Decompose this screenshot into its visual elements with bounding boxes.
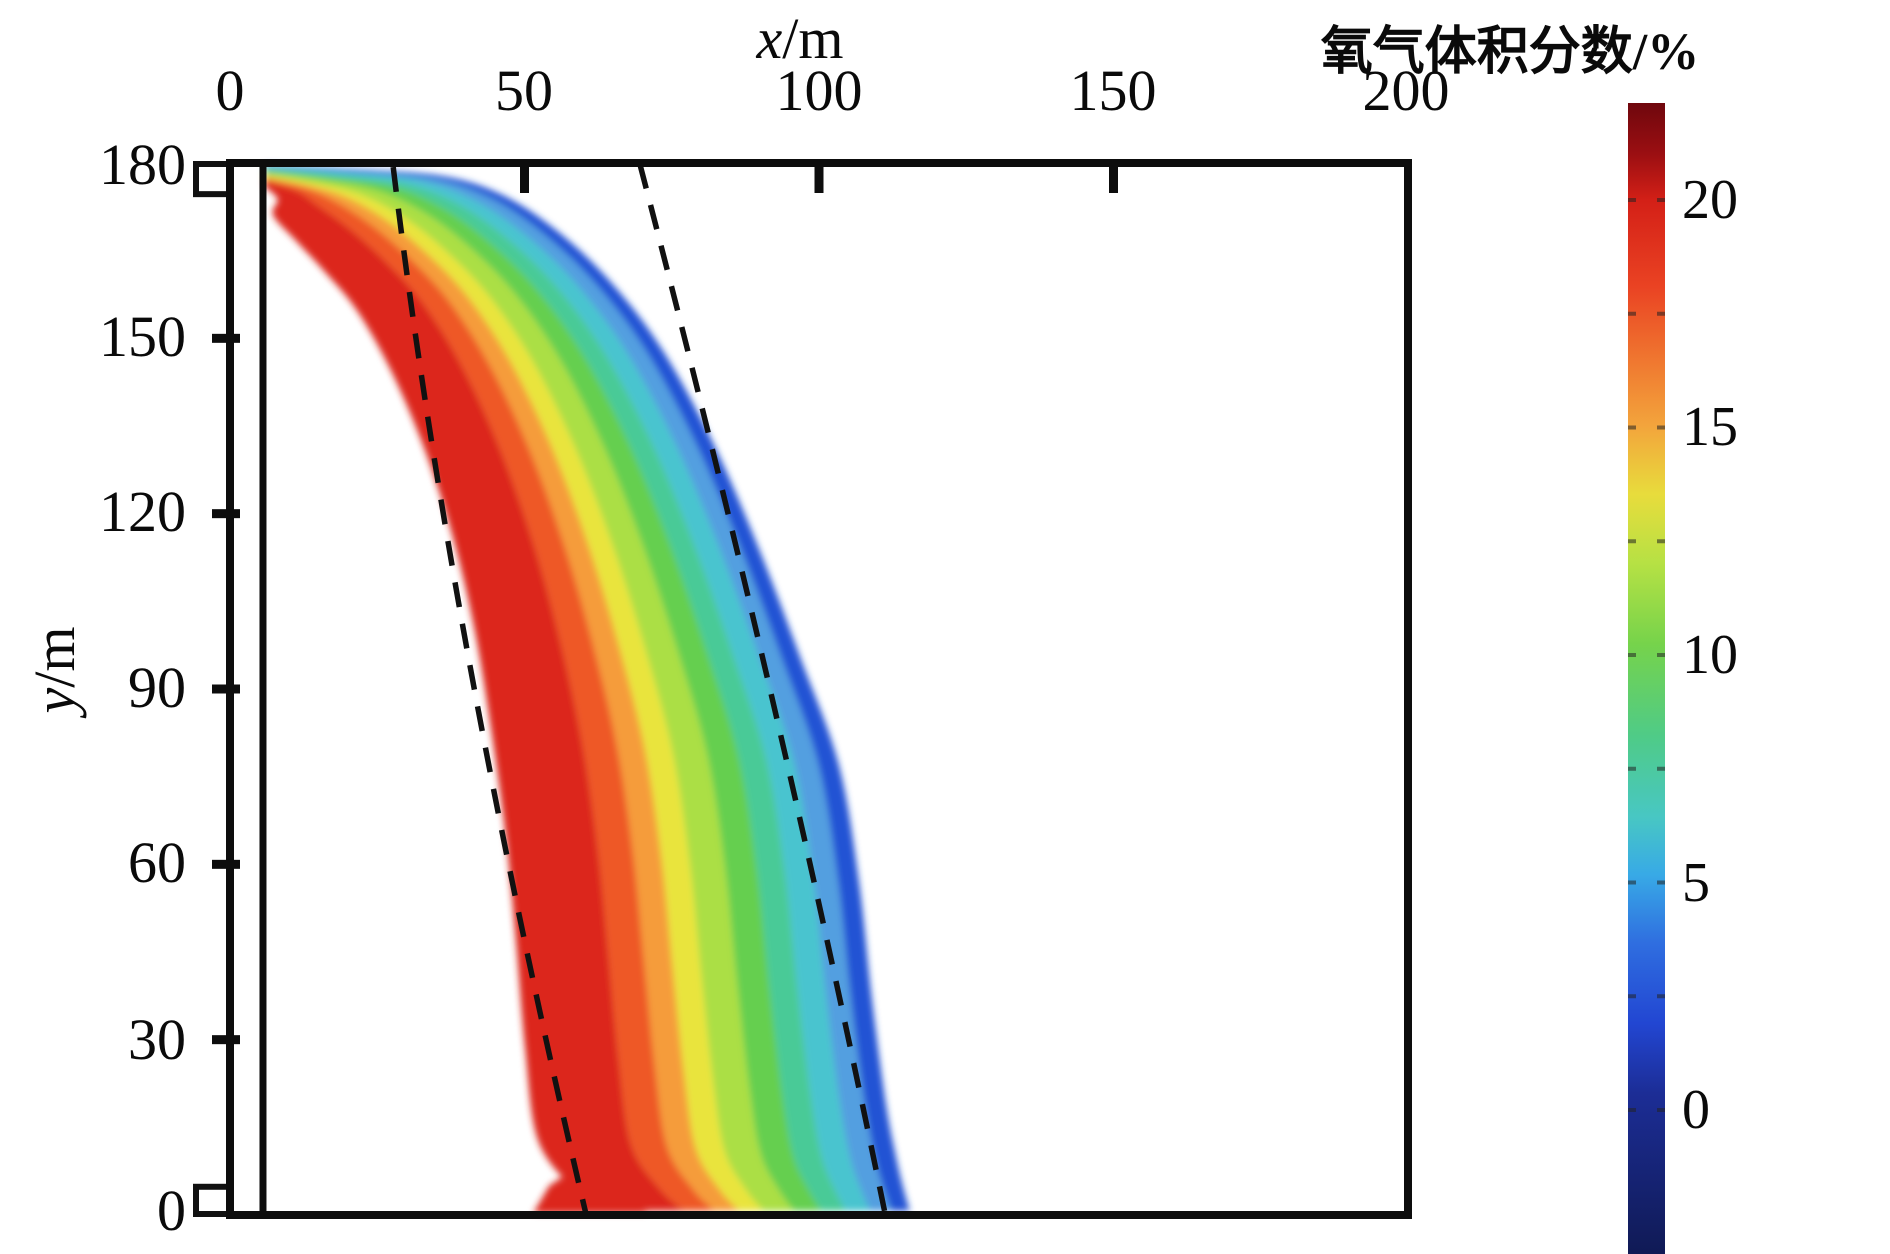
x-tick-label-150: 150 <box>1069 58 1157 123</box>
y-tick-label-120: 120 <box>99 479 186 544</box>
oxygen-band-contours <box>264 164 910 1214</box>
colorbar-tick-right <box>1657 880 1665 885</box>
colorbar-tick-right <box>1657 198 1665 202</box>
y-tick-label-0: 0 <box>157 1178 186 1243</box>
colorbar-tick-right <box>1657 766 1665 771</box>
x-tick-label-200: 200 <box>1362 58 1450 123</box>
colorbar-tick-right <box>1657 1108 1665 1112</box>
colorbar-tick-left <box>1628 539 1636 544</box>
y-tick-label-180: 180 <box>99 132 186 197</box>
colorbar-tick-left <box>1628 198 1636 202</box>
colorbar-tick-label-10: 10 <box>1682 624 1738 686</box>
colorbar-tick-label-0: 0 <box>1682 1079 1710 1141</box>
colorbar-tick-left <box>1628 766 1636 771</box>
colorbar-tick-left <box>1628 880 1636 885</box>
band-layer-18pct <box>264 178 715 1211</box>
colorbar-tick-left <box>1628 311 1636 316</box>
colorbar-tick-left <box>1628 425 1636 430</box>
colorbar-tick-left <box>1628 653 1636 657</box>
colorbar-title: 氧气体积分数/% <box>1320 24 1700 81</box>
colorbar-tick-right <box>1657 653 1665 657</box>
x-tick-label-0: 0 <box>215 58 245 123</box>
inlet-notch-1 <box>193 1183 233 1218</box>
colorbar-tick-left <box>1628 994 1636 999</box>
y-tick-150 <box>212 333 240 343</box>
y-tick-30 <box>212 1035 240 1045</box>
colorbar-tick-label-15: 15 <box>1682 396 1738 458</box>
band-layer-14pct <box>264 175 764 1211</box>
x-axis-title-variable: x <box>756 6 783 71</box>
band-red-bottom-tongue <box>533 1168 649 1214</box>
x-tick-150 <box>1109 167 1118 193</box>
x-axis-title: x/m <box>700 6 900 72</box>
dashed-inner-zone-boundary <box>390 166 589 1214</box>
y-tick-label-150: 150 <box>99 304 186 369</box>
band-layer-16pct <box>264 176 740 1211</box>
y-tick-120 <box>212 509 240 519</box>
zone-boundary-dashed-lines <box>390 163 888 1214</box>
colorbar-tick-right <box>1657 425 1665 430</box>
colorbar-tick-label-5: 5 <box>1682 852 1710 914</box>
x-tick-100 <box>814 167 824 193</box>
y-tick-label-30: 30 <box>128 1007 186 1072</box>
colorbar-bar <box>1628 103 1665 1254</box>
band-layer-6pct <box>264 167 871 1211</box>
plot-frame-and-ticks <box>212 159 1412 1219</box>
colorbar-tick-right <box>1657 539 1665 544</box>
y-tick-label-90: 90 <box>128 655 186 720</box>
x-tick-label-50: 50 <box>495 58 553 123</box>
colorbar-tick-left <box>1628 1108 1636 1112</box>
colorbar-tick-right <box>1657 311 1665 316</box>
x-tick-50 <box>520 167 529 193</box>
dashed-outer-zone-boundary <box>637 163 888 1214</box>
y-tick-90 <box>212 684 240 694</box>
colorbar-tick-right <box>1657 994 1665 999</box>
y-tick-label-60: 60 <box>128 830 186 895</box>
y-tick-60 <box>212 859 240 869</box>
colorbar-tick-label-20: 20 <box>1682 169 1738 231</box>
band-layer-12pct <box>264 172 794 1211</box>
x-tick-label-100: 100 <box>775 58 863 123</box>
band-layer-10pct <box>264 170 822 1211</box>
band-layer-21pct <box>264 181 685 1211</box>
x-axis-title-unit: /m <box>782 6 844 71</box>
band-layer-8pct <box>264 169 846 1211</box>
inlet-notch-0 <box>193 161 233 198</box>
colorbar <box>1628 103 1665 1254</box>
